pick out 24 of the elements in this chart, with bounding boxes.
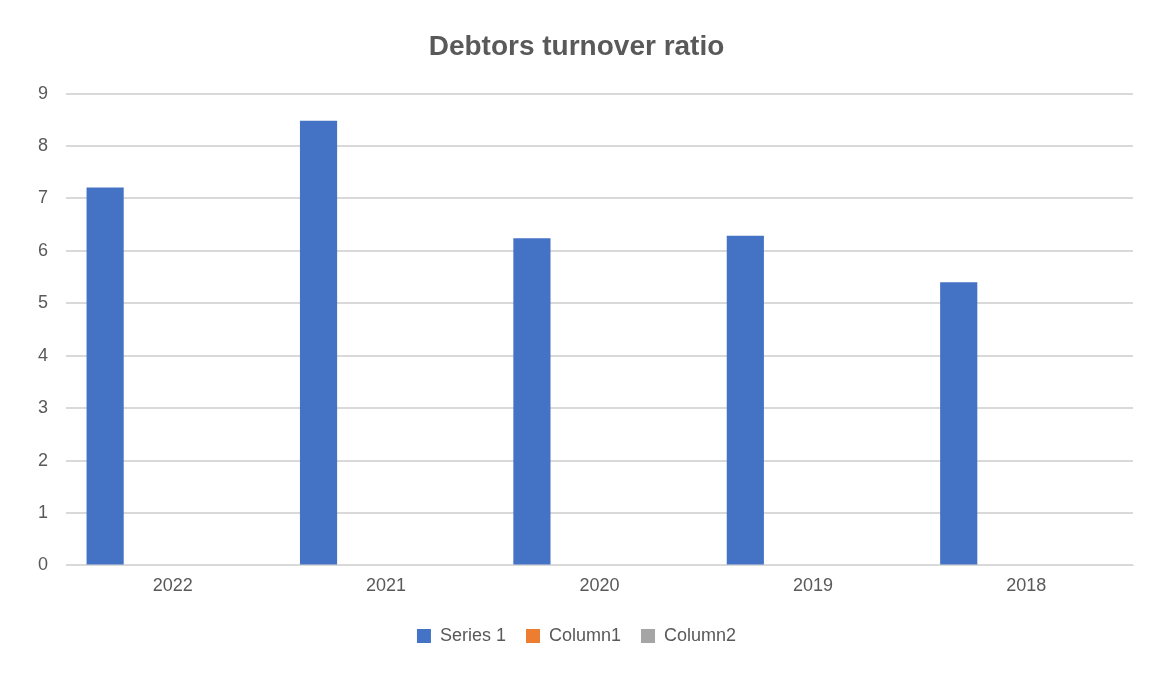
bar — [726, 235, 764, 565]
y-tick-label: 6 — [38, 239, 49, 260]
bar — [513, 238, 551, 565]
y-tick-label: 3 — [38, 397, 49, 418]
legend-label: Column2 — [664, 624, 737, 645]
x-tick-label: 2020 — [579, 575, 620, 596]
y-tick-label: 0 — [38, 554, 49, 575]
y-tick-label: 2 — [38, 449, 49, 470]
x-tick-label: 2021 — [366, 575, 407, 596]
bar — [940, 282, 978, 565]
x-tick-label: 2019 — [792, 575, 833, 596]
y-tick-label: 1 — [38, 501, 49, 522]
chart-title: Debtors turnover ratio — [428, 29, 725, 61]
y-tick-label: 4 — [38, 344, 49, 365]
y-tick-label: 5 — [38, 292, 49, 313]
bar — [86, 187, 124, 565]
legend-label: Column1 — [548, 624, 622, 645]
x-tick-label: 2018 — [1006, 575, 1047, 596]
y-tick-label: 8 — [38, 134, 49, 155]
y-tick-label: 9 — [38, 82, 49, 103]
y-tick-label: 7 — [38, 187, 49, 208]
bar — [299, 120, 338, 565]
x-tick-label: 2022 — [152, 575, 193, 596]
legend-label: Series 1 — [439, 624, 506, 645]
